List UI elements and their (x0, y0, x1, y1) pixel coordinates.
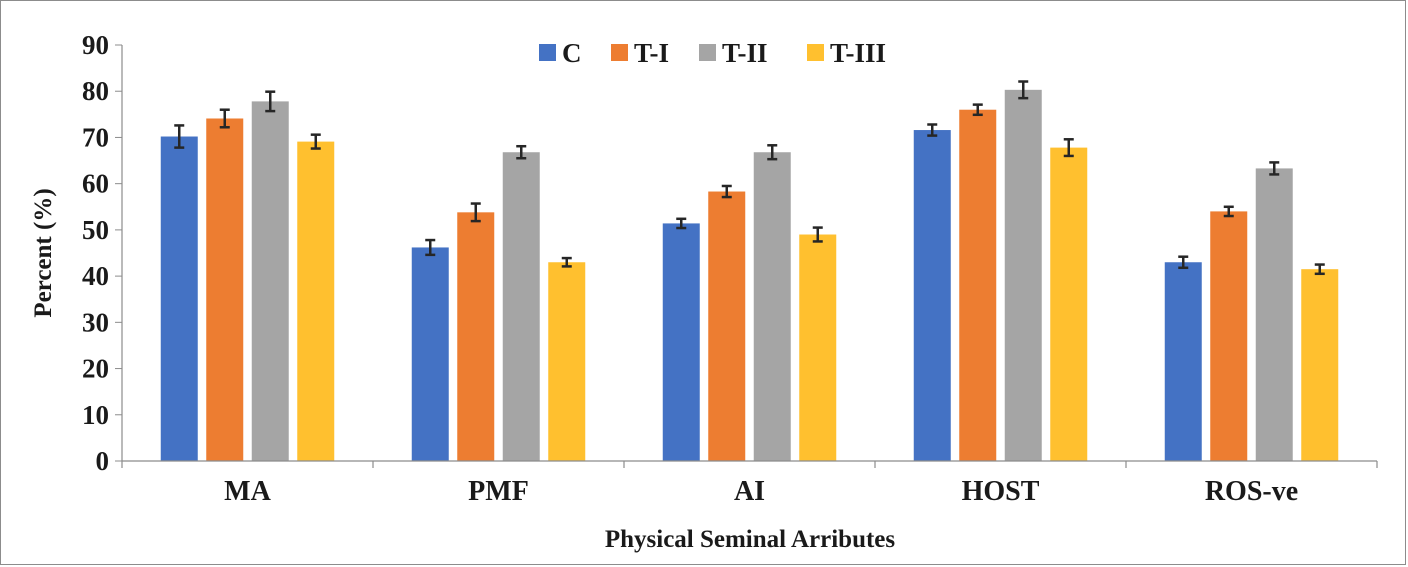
y-tick-label: 90 (82, 30, 109, 60)
y-tick-label: 80 (82, 76, 109, 106)
bar-t-i-ai (708, 191, 746, 461)
y-tick-label: 50 (82, 215, 109, 245)
y-tick-label: 0 (96, 446, 110, 476)
legend: C T-I T-II T-III (539, 38, 886, 68)
legend-label-c: C (562, 38, 582, 68)
bar-t-ii-host (1004, 89, 1042, 461)
y-axis-title: Percent (%) (30, 188, 57, 317)
bar-t-iii-pmf (548, 262, 586, 461)
bar-c-ma (160, 136, 198, 461)
x-category-label: HOST (962, 476, 1040, 507)
bar-c-pmf (411, 247, 449, 461)
y-axis-ticks: 0 10 20 30 40 50 60 70 80 90 (82, 30, 122, 476)
y-tick-label: 40 (82, 261, 109, 291)
bar-t-i-pmf (457, 212, 495, 461)
legend-label-t-i: T-I (634, 38, 669, 68)
bar-c-ros-ve (1164, 262, 1202, 461)
bars (160, 89, 1339, 462)
legend-swatch-t-iii (807, 44, 824, 61)
legend-label-t-iii: T-III (830, 38, 886, 68)
legend-label-t-ii: T-II (722, 38, 768, 68)
y-tick-label: 20 (82, 354, 109, 384)
x-category-label: PMF (468, 476, 529, 507)
y-tick-label: 60 (82, 169, 109, 199)
axes (121, 45, 1378, 468)
bar-t-ii-pmf (502, 152, 540, 462)
x-category-label: MA (224, 476, 271, 507)
y-tick-label: 10 (82, 400, 109, 430)
legend-swatch-c (539, 44, 556, 61)
bar-t-iii-host (1050, 147, 1088, 461)
bar-c-ai (662, 223, 700, 461)
bar-t-ii-ma (251, 101, 289, 461)
x-category-label: AI (734, 476, 765, 507)
y-tick-label: 70 (82, 122, 109, 152)
error-bars (174, 80, 1325, 276)
bar-t-i-ros-ve (1210, 211, 1248, 461)
x-axis-title: Physical Seminal Arributes (605, 526, 896, 553)
bar-t-ii-ai (753, 152, 791, 462)
bar-t-iii-ma (297, 141, 335, 462)
bar-t-i-host (959, 109, 997, 461)
x-category-label: ROS-ve (1205, 476, 1298, 507)
bar-t-iii-ros-ve (1301, 269, 1339, 461)
bar-t-iii-ai (799, 234, 837, 461)
legend-swatch-t-ii (699, 44, 716, 61)
bar-t-ii-ros-ve (1255, 168, 1293, 461)
category-labels: MA PMF AI HOST ROS-ve (224, 476, 1298, 507)
bar-c-host (913, 130, 951, 461)
y-tick-label: 30 (82, 307, 109, 337)
bar-t-i-ma (206, 118, 244, 461)
legend-swatch-t-i (611, 44, 628, 61)
y-axis-title-group: Percent (%) (30, 188, 57, 317)
